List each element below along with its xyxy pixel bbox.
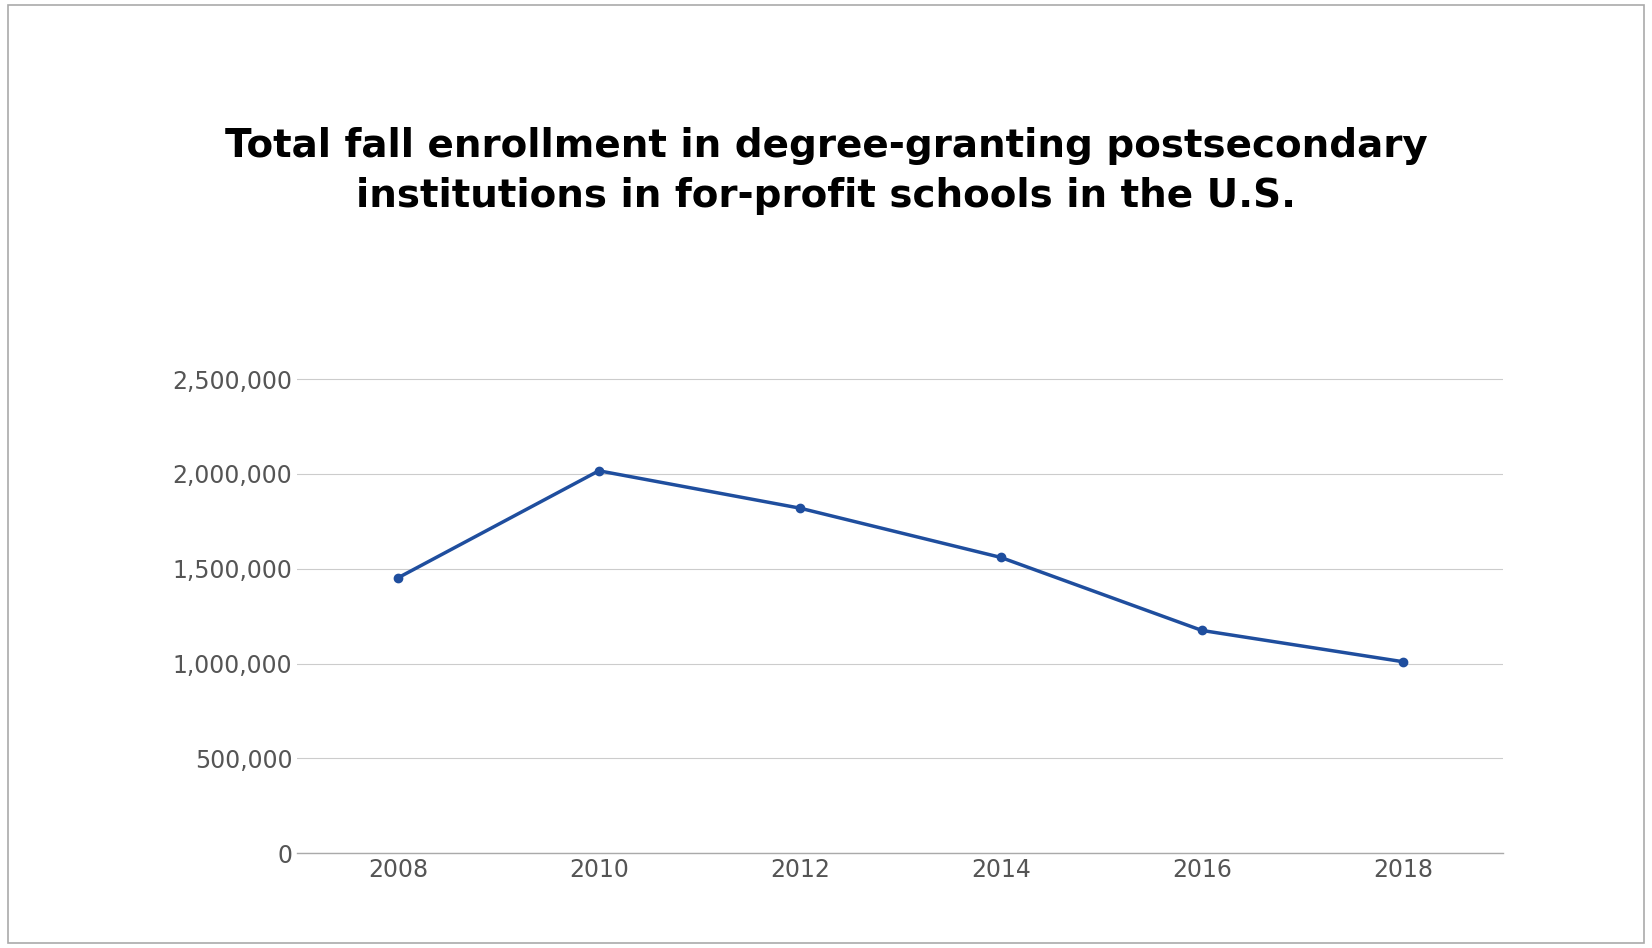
Text: Total fall enrollment in degree-granting postsecondary
institutions in for-profi: Total fall enrollment in degree-granting… [225,127,1427,214]
